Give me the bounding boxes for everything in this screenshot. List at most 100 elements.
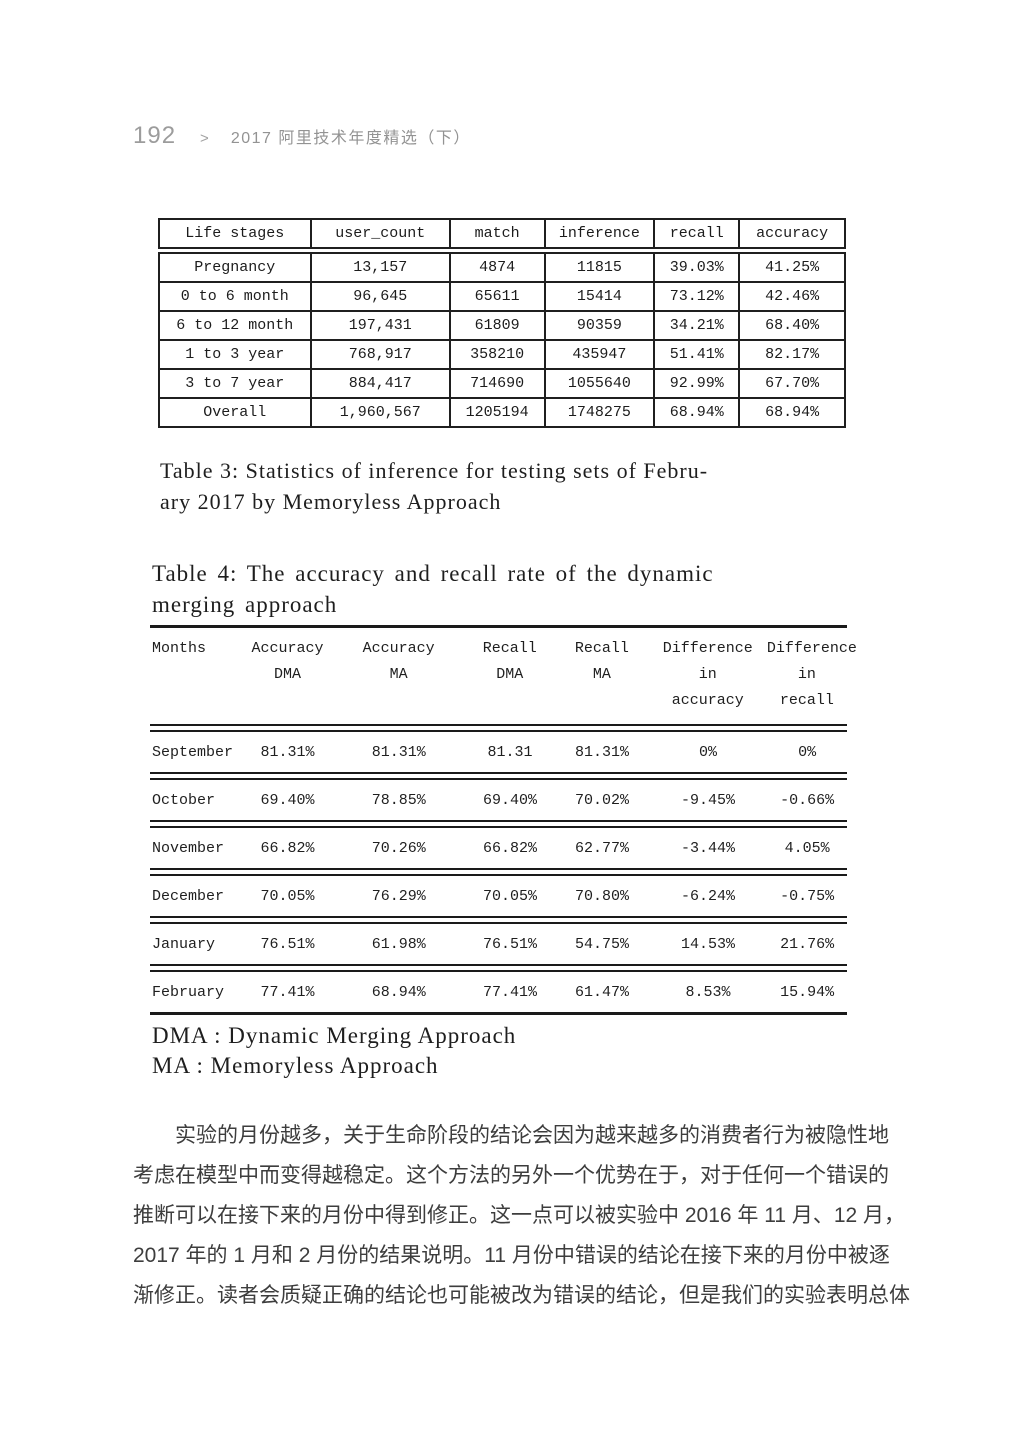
table4-value-cell: 0%	[699, 743, 718, 761]
table-row: November 66.82% 70.26% 66.82% 62.77% -3.44% 4.…	[150, 828, 847, 868]
paragraph-line: 考虑在模型中而变得越稳定。这个方法的另外一个优势在于，对于任何一个错误的	[133, 1164, 889, 1187]
table4-column-header: Recall DMA	[465, 636, 555, 714]
table-cell: 884,417	[309, 368, 451, 399]
table4-value-cell: 70.02%	[575, 791, 630, 809]
table4-month-cell: September	[152, 743, 234, 761]
book-title: 2017 阿里技术年度精选（下）	[230, 130, 471, 147]
table-cell: 714690	[448, 368, 546, 399]
table4-value-cell: 77.41%	[260, 983, 315, 1001]
table3: Life stages user_count match inference recal…	[158, 218, 846, 428]
table3-column-header: inference	[543, 218, 656, 254]
table-cell: 92.99%	[653, 368, 741, 399]
table4-row-rule	[150, 868, 847, 876]
paragraph-line: 实验的月份越多，关于生命阶段的结论会因为越来越多的消费者行为被隐性地	[175, 1124, 889, 1147]
table4: Months Accuracy DMA Accuracy MA Recall DMA Reca…	[150, 625, 857, 1015]
table3-column-header: match	[448, 218, 546, 254]
paragraph-line: 2017 年的 1 月和 2 月份的结果说明。11 月份中错误的结论在接下来的月…	[133, 1244, 890, 1267]
table-cell: 68.94%	[653, 397, 741, 428]
table4-month-cell: November	[152, 839, 225, 857]
table-cell: 435947	[543, 339, 656, 370]
table4-title: Table 4: The accuracy and recall rate of…	[152, 558, 714, 620]
table4-header-line: DMA	[496, 666, 524, 683]
table4-value-cell: 68.94%	[371, 983, 426, 1001]
table-cell: 358210	[448, 339, 546, 370]
table4-value-cell: 76.51%	[260, 935, 315, 953]
table4-value-cell: 81.31%	[575, 743, 630, 761]
table-cell: Pregnancy	[158, 249, 312, 283]
caption-line: Table 4: The accuracy and recall rate of…	[152, 561, 714, 586]
table4-value-cell: -6.24%	[681, 887, 736, 905]
page-header: 192 > 2017 阿里技术年度精选（下）	[133, 122, 471, 150]
table4-month-cell: January	[152, 935, 216, 953]
table4-header-line: recall	[779, 692, 834, 709]
table-cell: 61809	[448, 310, 546, 341]
table4-header-line: in	[797, 666, 816, 683]
table4-header-rule	[150, 724, 847, 732]
table4-value-cell: 81.31	[487, 743, 533, 761]
table4-value-cell: 21.76%	[780, 935, 835, 953]
table4-value-cell: 69.40%	[482, 791, 537, 809]
table-cell: 34.21%	[653, 310, 741, 341]
table-cell: Overall	[158, 397, 312, 428]
table4-value-cell: 66.82%	[260, 839, 315, 857]
table4-value-cell: 76.51%	[482, 935, 537, 953]
table-cell: 73.12%	[653, 281, 741, 312]
table4-value-cell: 14.53%	[681, 935, 736, 953]
table4-footnote: DMA : Dynamic Merging Approach MA : Memor…	[152, 1021, 516, 1081]
table-row: Overall 1,960,567 1205194 1748275 68.94% 68.9…	[158, 397, 846, 428]
table-cell: 768,917	[309, 339, 451, 370]
table-cell: 41.25%	[738, 249, 846, 283]
table-cell: 6 to 12 month	[158, 310, 312, 341]
table4-month-cell: December	[152, 887, 225, 905]
table3-caption: Table 3: Statistics of inference for tes…	[160, 455, 708, 517]
table4-header-line: DMA	[273, 666, 301, 683]
table-cell: 13,157	[309, 249, 451, 283]
table-row: 3 to 7 year 884,417 714690 1055640 92.99% 67.…	[158, 368, 846, 399]
table4-value-cell: 77.41%	[482, 983, 537, 1001]
table4-month-cell: February	[152, 983, 225, 1001]
table4-value-cell: 78.85%	[371, 791, 426, 809]
table4-header-line: Accuracy	[362, 640, 435, 657]
table4-column-header: Difference in recall	[766, 636, 857, 714]
caption-line: ary 2017 by Memoryless Approach	[160, 489, 502, 514]
table-cell: 11815	[543, 249, 656, 283]
paragraph-line: 推断可以在接下来的月份中得到修正。这一点可以被实验中 2016 年 11 月、1…	[133, 1204, 906, 1227]
table-cell: 15414	[543, 281, 656, 312]
table4-header-line: in	[698, 666, 717, 683]
table-cell: 65611	[448, 281, 546, 312]
table4-column-header: Accuracy MA	[333, 636, 465, 714]
table4-value-cell: 81.31%	[371, 743, 426, 761]
table4-rows: September 81.31% 81.31% 81.31 81.31% 0% 0% Octo…	[150, 732, 847, 1015]
table4-header-line: Months	[152, 640, 207, 657]
table-cell: 68.94%	[738, 397, 846, 428]
table4-value-cell: -0.75%	[780, 887, 835, 905]
footnote-line: MA : Memoryless Approach	[152, 1053, 439, 1078]
table4-value-cell: 70.05%	[260, 887, 315, 905]
table4-header-line: Recall	[574, 640, 629, 657]
table4-value-cell: 8.53%	[685, 983, 731, 1001]
caption-line: Table 3: Statistics of inference for tes…	[160, 458, 709, 483]
table4-header-line: Difference	[766, 640, 857, 657]
page-number: 192	[133, 122, 177, 149]
table3-column-header: user_count	[309, 218, 451, 254]
table-cell: 0 to 6 month	[158, 281, 312, 312]
table-cell: 42.46%	[738, 281, 846, 312]
caption-line: merging approach	[152, 592, 338, 617]
table-cell: 1,960,567	[309, 397, 451, 428]
table-cell: 3 to 7 year	[158, 368, 312, 399]
table4-header-line: Difference	[662, 640, 753, 657]
table4-value-cell: -3.44%	[681, 839, 736, 857]
table4-column-header: Accuracy DMA	[242, 636, 332, 714]
table4-value-cell: 69.40%	[260, 791, 315, 809]
footnote-line: DMA : Dynamic Merging Approach	[152, 1023, 517, 1048]
table4-value-cell: 0%	[798, 743, 817, 761]
table4-row-rule	[150, 964, 847, 972]
body-paragraph: 实验的月份越多，关于生命阶段的结论会因为越来越多的消费者行为被隐性地考虑在模型中…	[133, 1116, 910, 1316]
table-row: February 77.41% 68.94% 77.41% 61.47% 8.53% 15.…	[150, 972, 847, 1012]
table4-value-cell: 66.82%	[482, 839, 537, 857]
table4-header-line: MA	[389, 666, 408, 683]
table-cell: 1 to 3 year	[158, 339, 312, 370]
table3-body: Pregnancy 13,157 4874 11815 39.03% 41.25% 0 to…	[158, 249, 846, 428]
table4-value-cell: 76.29%	[371, 887, 426, 905]
table3-column-header: recall	[653, 218, 741, 254]
